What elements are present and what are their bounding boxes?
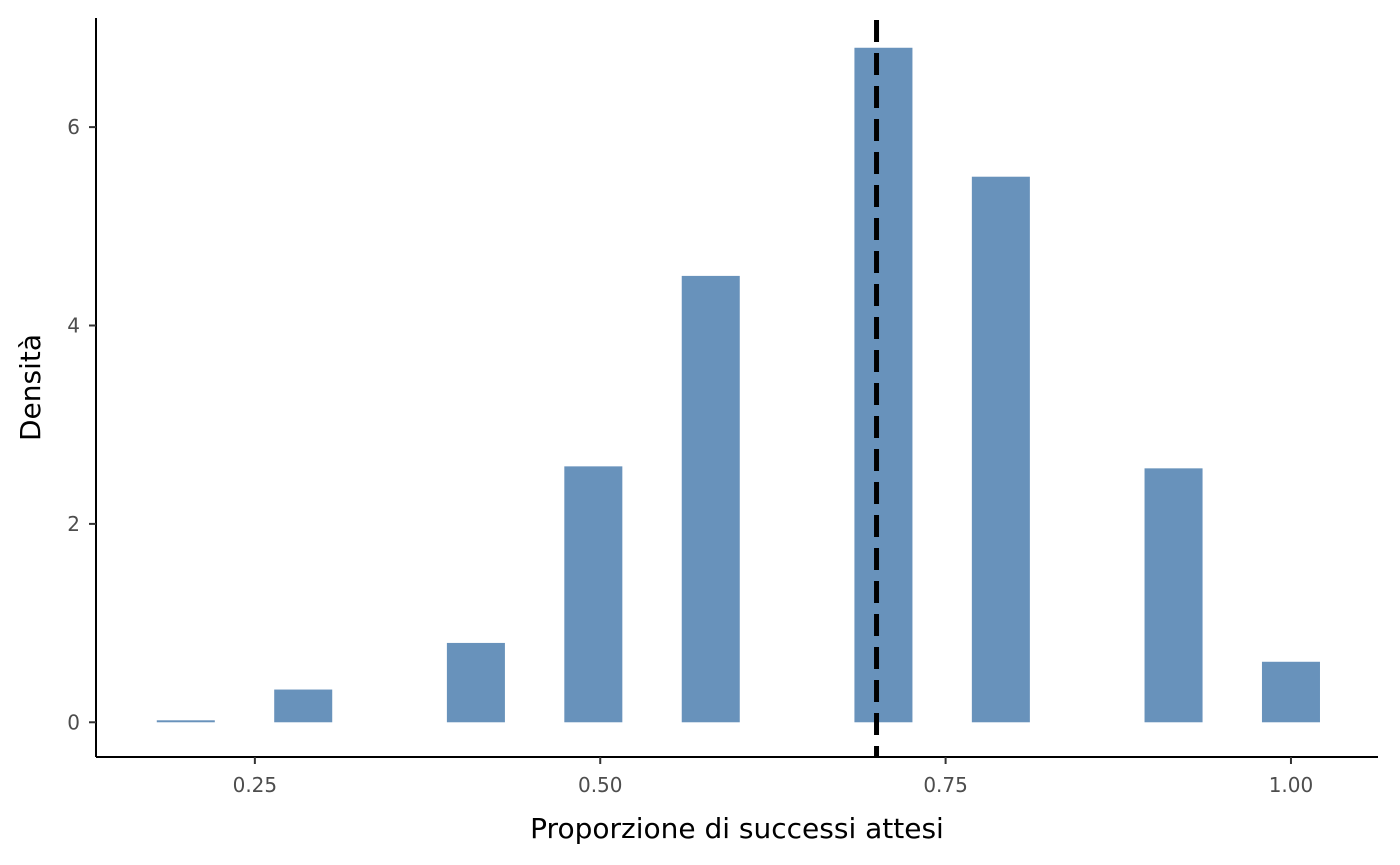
histogram-bar-8 [1144,468,1203,723]
x-tick-label: 0.50 [578,773,623,797]
y-tick-label: 2 [67,512,80,536]
histogram-bar-4 [564,466,623,723]
ticks-group: 0.25 0.50 0.75 1.00 0 2 4 6 [67,115,1313,797]
histogram-bar-9 [1261,661,1320,723]
x-tick-label: 0.25 [233,773,278,797]
y-tick-label: 6 [67,115,80,139]
axes-group [95,18,1378,758]
y-axis-title: Densità [14,334,47,441]
histogram-bar-6 [854,47,913,723]
y-tick-label: 4 [67,314,80,338]
histogram-bar-5 [681,275,740,723]
histogram-bar-1 [156,720,215,723]
histogram-bar-2 [274,689,333,723]
histogram-bar-7 [971,176,1030,723]
bars-group [156,47,1320,723]
x-tick-label: 0.75 [923,773,968,797]
histogram-bar-3 [446,642,505,723]
x-tick-label: 1.00 [1269,773,1314,797]
x-axis-title: Proporzione di successi attesi [530,812,944,845]
y-tick-label: 0 [67,710,80,734]
